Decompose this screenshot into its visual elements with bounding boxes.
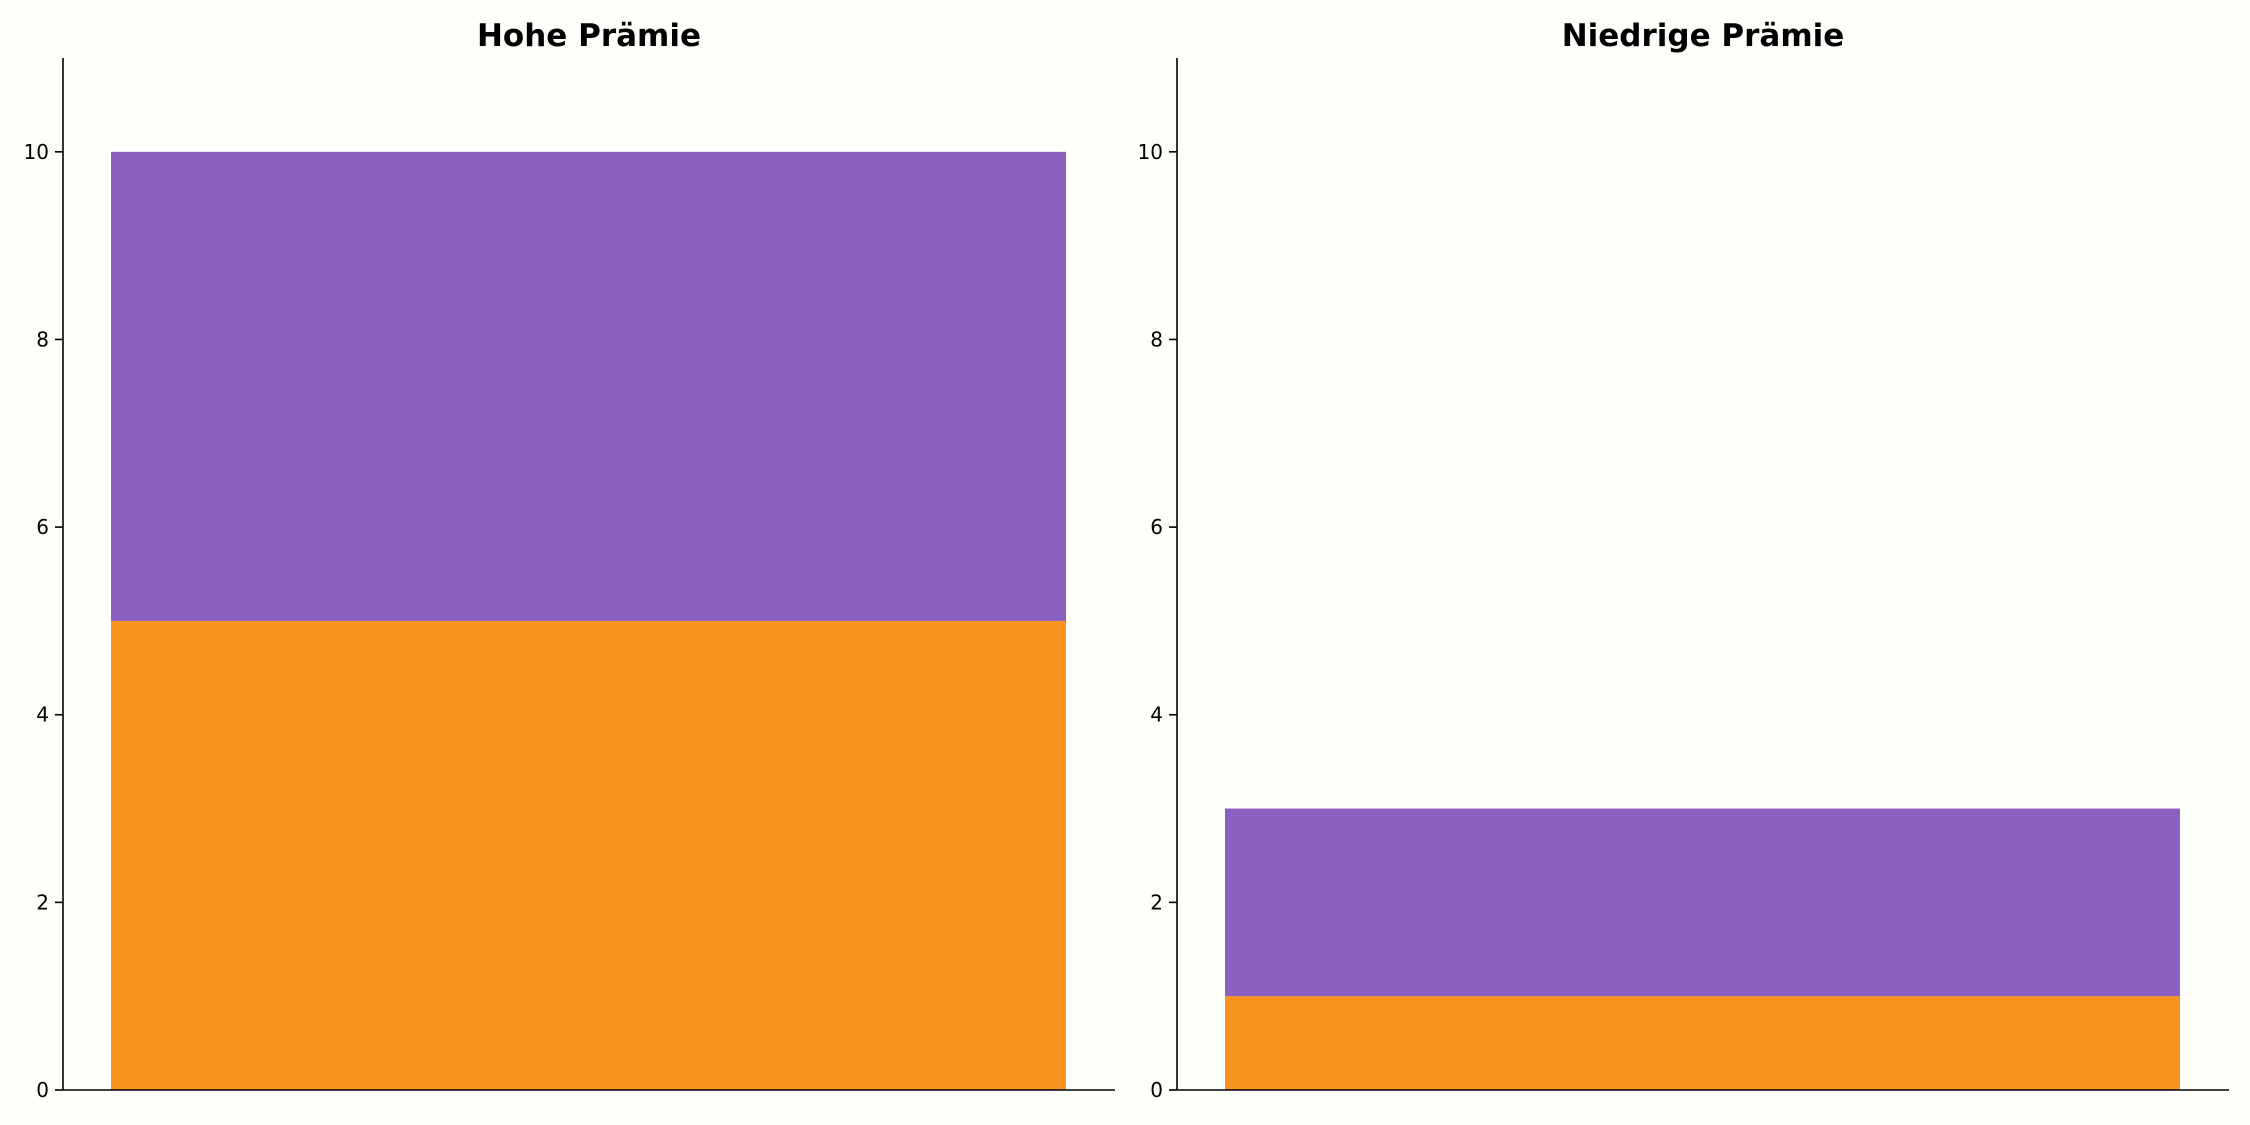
y-tick-label: 0 bbox=[1150, 1078, 1163, 1102]
y-axis-ticks: 0 2 4 6 8 10 bbox=[24, 140, 63, 1102]
y-tick-label: 4 bbox=[1150, 703, 1163, 727]
y-tick-label: 10 bbox=[24, 140, 49, 164]
bar-segment-bottom bbox=[1225, 996, 2180, 1090]
y-tick-label: 8 bbox=[1150, 327, 1163, 351]
bar-segment-bottom bbox=[111, 620, 1066, 1090]
chart-panel-niedrige-praemie: Niedrige Prämie 0 2 4 6 8 10 bbox=[1138, 18, 2229, 1102]
y-tick-label: 0 bbox=[36, 1078, 49, 1102]
y-tick-label: 6 bbox=[1150, 515, 1163, 539]
bar-group bbox=[111, 151, 1066, 1090]
chart-title: Niedrige Prämie bbox=[1562, 18, 1845, 54]
chart-title: Hohe Prämie bbox=[477, 18, 701, 54]
y-tick-label: 4 bbox=[36, 703, 49, 727]
y-tick-label: 6 bbox=[36, 515, 49, 539]
bar-segment-top bbox=[1225, 808, 2180, 997]
y-tick-label: 10 bbox=[1138, 140, 1163, 164]
y-tick-label: 2 bbox=[36, 890, 49, 914]
y-axis-ticks: 0 2 4 6 8 10 bbox=[1138, 140, 1177, 1102]
bar-group bbox=[1225, 808, 2180, 1090]
y-tick-label: 2 bbox=[1150, 890, 1163, 914]
bar-segment-top bbox=[111, 151, 1066, 621]
y-tick-label: 8 bbox=[36, 327, 49, 351]
chart-panel-hohe-praemie: Hohe Prämie 0 2 4 6 8 10 bbox=[24, 18, 1115, 1102]
